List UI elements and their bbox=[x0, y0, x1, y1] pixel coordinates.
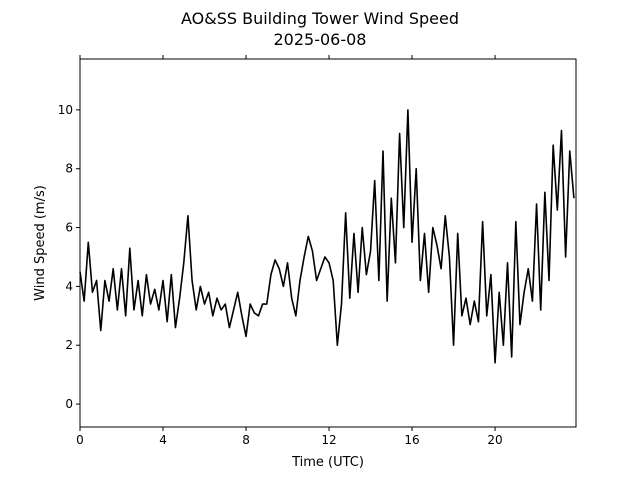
y-tick-label: 6 bbox=[65, 221, 73, 235]
x-tick-label: 16 bbox=[404, 433, 419, 447]
x-tick-label: 4 bbox=[159, 433, 167, 447]
x-tick-label: 20 bbox=[487, 433, 502, 447]
x-axis-label: Time (UTC) bbox=[291, 455, 364, 470]
x-tick-label: 12 bbox=[321, 433, 336, 447]
y-axis-label: Wind Speed (m/s) bbox=[33, 185, 48, 301]
chart-subtitle: 2025-06-08 bbox=[274, 30, 367, 49]
y-tick-label: 4 bbox=[65, 279, 73, 293]
x-tick-label: 0 bbox=[76, 433, 84, 447]
y-tick-label: 2 bbox=[65, 338, 73, 352]
chart-title: AO&SS Building Tower Wind Speed bbox=[181, 9, 459, 28]
y-tick-label: 10 bbox=[58, 103, 73, 117]
y-tick-label: 0 bbox=[65, 397, 73, 411]
data-line bbox=[79, 109, 575, 364]
plot-frame bbox=[79, 58, 577, 428]
y-tick-label: 8 bbox=[65, 162, 73, 176]
x-tick-label: 8 bbox=[242, 433, 250, 447]
